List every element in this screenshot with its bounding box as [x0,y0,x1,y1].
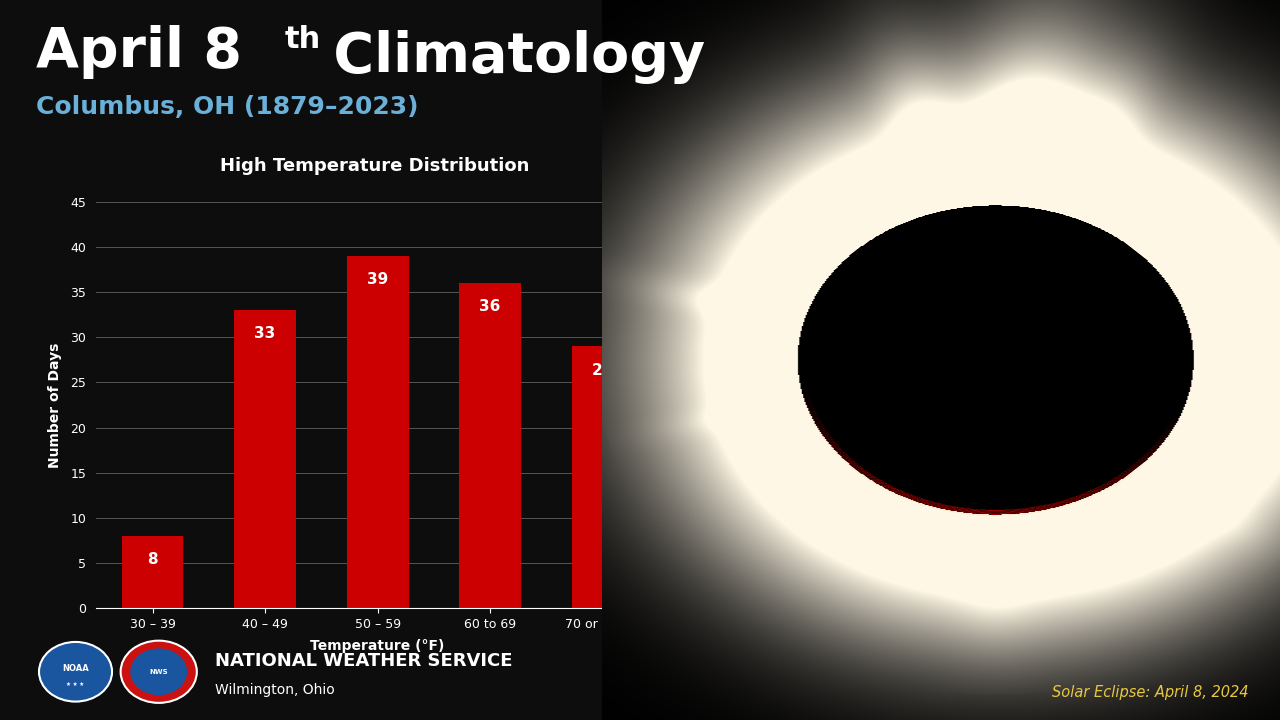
Text: th: th [284,25,320,54]
Y-axis label: Number of Days: Number of Days [49,342,61,468]
Bar [122,536,183,608]
Bar [234,310,296,608]
Bar [572,346,634,608]
Circle shape [131,649,187,694]
Text: Solar Eclipse: April 8, 2024: Solar Eclipse: April 8, 2024 [1051,685,1248,700]
Text: NOAA: NOAA [63,664,88,673]
Bar [347,256,408,608]
Text: 33: 33 [255,326,275,341]
Text: 29: 29 [591,362,613,377]
Text: 36: 36 [480,300,500,314]
Text: ★ ★ ★: ★ ★ ★ [67,683,84,687]
Text: Columbus, OH (1879–2023): Columbus, OH (1879–2023) [36,95,419,119]
Text: April 8: April 8 [36,25,242,79]
Text: High Temperature Distribution: High Temperature Distribution [220,157,529,175]
X-axis label: Temperature (°F): Temperature (°F) [311,639,444,654]
Text: 8: 8 [147,552,157,567]
Text: Climatology: Climatology [314,30,705,84]
Text: NWS: NWS [150,669,168,675]
Text: 39: 39 [367,272,388,287]
Circle shape [120,641,197,703]
Text: Wilmington, Ohio: Wilmington, Ohio [215,683,335,697]
Circle shape [38,642,113,701]
Text: NATIONAL WEATHER SERVICE: NATIONAL WEATHER SERVICE [215,652,512,670]
Bar [460,283,521,608]
